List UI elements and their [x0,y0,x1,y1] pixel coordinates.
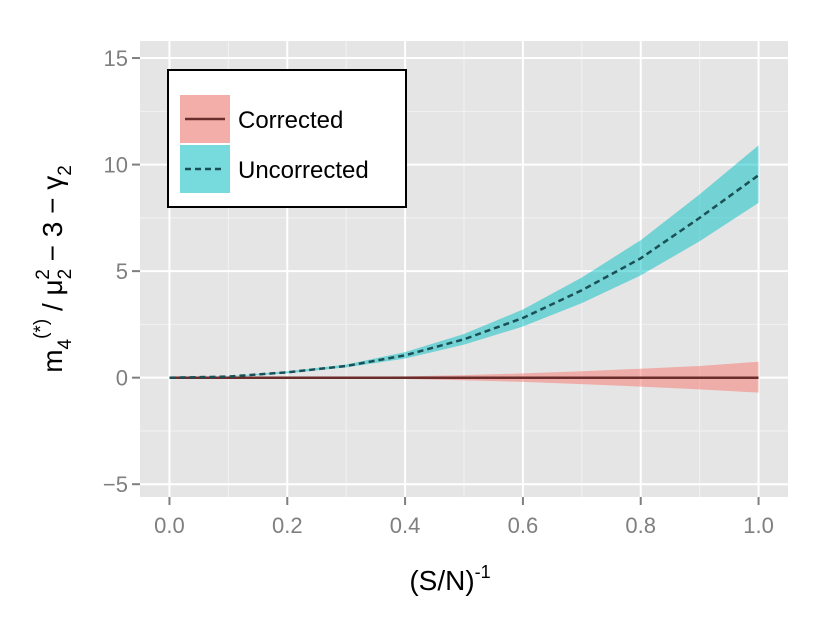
y-title-mu: μ [37,279,68,295]
x-tick-label: 0.2 [272,513,303,538]
x-tick-label: 0.4 [390,513,421,538]
x-tick-label: 0.0 [154,513,185,538]
y-tick-label: 10 [104,153,128,178]
y-title-slash: / [37,295,68,318]
y-tick-label: 5 [116,259,128,284]
y-axis: −5 0 5 10 15 [103,46,140,497]
y-title-gamma: γ [37,176,68,190]
x-tick-label: 1.0 [743,513,774,538]
x-axis-title-superscript: -1 [475,562,491,582]
y-title-m: m [37,349,68,372]
x-tick-label: 0.6 [508,513,539,538]
y-title-mu-sup: 2 [33,269,54,280]
y-axis-title: m4(*) / μ22 − 3 − γ2 [31,165,76,373]
legend-label-uncorrected: Uncorrected [238,157,369,184]
y-tick-label: 15 [104,46,128,71]
y-tick-label: −5 [103,472,128,497]
x-axis: 0.0 0.2 0.4 0.6 0.8 1.0 [154,497,774,538]
band-uncorrected [169,145,759,378]
legend: Corrected Uncorrected [167,69,407,208]
y-title-m-sup: (*) [31,319,52,339]
y-title-rest: − 3 − [37,190,68,269]
x-axis-title-text: (S/N) [409,565,474,596]
y-title-mu-sub: 2 [55,269,76,280]
y-title-m-sub: 4 [55,338,76,349]
legend-label-corrected: Corrected [238,107,343,134]
y-title-gamma-sub: 2 [55,165,76,176]
x-axis-title: (S/N)-1 [409,562,490,596]
x-tick-label: 0.8 [625,513,656,538]
y-tick-label: 0 [116,366,128,391]
series-lines [169,174,760,379]
